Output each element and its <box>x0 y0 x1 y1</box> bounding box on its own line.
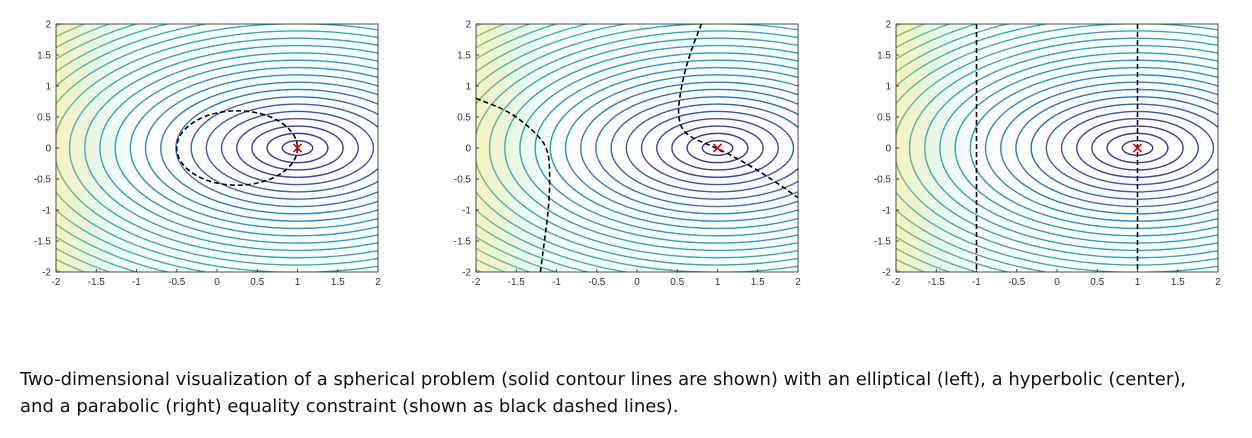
right-panel-plot: -2 -1.5 -1 -0.5 0 0.5 1 1.5 2 2 1.5 1 0.5 0 -0.5 -1 -1.5… <box>874 20 1221 289</box>
x-tick-label: -1.5 <box>508 277 526 288</box>
x-tick-label: 0 <box>1054 277 1060 288</box>
x-tick-label: 2 <box>795 277 801 288</box>
y-tick-label: 2 <box>885 20 891 31</box>
y-tick-label: -0.5 <box>34 175 52 186</box>
x-tick-label: -2 <box>52 277 61 288</box>
x-tick-label: 0.5 <box>250 277 264 288</box>
y-tick-label: -1.5 <box>874 237 892 248</box>
y-tick-label: 0 <box>465 144 471 155</box>
y-tick-label: -0.5 <box>454 175 472 186</box>
x-tick-label: -2 <box>892 277 901 288</box>
x-tick-label: 0.5 <box>670 277 684 288</box>
x-tick-label: -1.5 <box>88 277 106 288</box>
x-tick-label: -2 <box>472 277 481 288</box>
x-tick-label: 0 <box>634 277 640 288</box>
x-tick-label: -1 <box>972 277 981 288</box>
center-panel-plot: -2 -1.5 -1 -0.5 0 0.5 1 1.5 2 2 1.5 1 0.5 0 -0.5 -1 -1.5… <box>454 20 801 289</box>
corner-tint <box>476 24 798 272</box>
y-tick-label: -2 <box>882 268 891 279</box>
x-tick-label: -0.5 <box>1008 277 1026 288</box>
y-tick-label: -1 <box>42 206 51 217</box>
y-tick-label: -2 <box>462 268 471 279</box>
minimum-marker <box>292 143 303 153</box>
corner-tint <box>56 24 378 272</box>
x-tick-label: 1 <box>1135 277 1141 288</box>
corner-tint <box>896 24 1218 272</box>
y-tick-label: 0 <box>45 144 51 155</box>
x-tick-label: -1.5 <box>928 277 946 288</box>
x-tick-label: -0.5 <box>168 277 186 288</box>
constraint-hyperbola-branch <box>476 97 551 272</box>
y-tick-label: 0.5 <box>877 113 891 124</box>
minimum-marker <box>712 143 723 153</box>
y-tick-label: 0.5 <box>457 113 471 124</box>
y-tick-label: -1.5 <box>34 237 52 248</box>
y-tick-label: -1 <box>882 206 891 217</box>
constraint-hyperbola-branch <box>677 24 798 199</box>
y-tick-label: 2 <box>465 20 471 31</box>
x-tick-label: 0.5 <box>1090 277 1104 288</box>
figure-row: -2 -1.5 -1 -0.5 0 0.5 1 1.5 2 2 1.5 1 0.5 0 -0.5 -1 -1.5… <box>34 20 1221 289</box>
y-tick-label: 0.5 <box>37 113 51 124</box>
x-tick-label: 1 <box>295 277 301 288</box>
y-tick-label: 1 <box>45 82 51 93</box>
y-tick-label: 1.5 <box>877 51 891 62</box>
y-tick-label: 1 <box>465 82 471 93</box>
x-tick-label: 0 <box>214 277 220 288</box>
x-tick-label: 2 <box>1215 277 1221 288</box>
y-tick-label: 0 <box>885 144 891 155</box>
y-tick-label: 1.5 <box>37 51 51 62</box>
x-tick-label: 1.5 <box>751 277 765 288</box>
y-tick-label: 1 <box>885 82 891 93</box>
y-tick-label: -0.5 <box>874 175 892 186</box>
y-tick-label: -1.5 <box>454 237 472 248</box>
x-tick-label: 2 <box>375 277 381 288</box>
y-tick-label: -1 <box>462 206 471 217</box>
figure-caption: Two-dimensional visualization of a spher… <box>20 369 1187 417</box>
minimum-marker <box>1132 143 1143 153</box>
x-tick-label: -1 <box>132 277 141 288</box>
x-tick-label: 1.5 <box>1171 277 1185 288</box>
x-tick-label: -0.5 <box>588 277 606 288</box>
x-tick-label: 1 <box>715 277 721 288</box>
y-tick-label: 1.5 <box>457 51 471 62</box>
y-tick-label: -2 <box>42 268 51 279</box>
x-tick-label: 1.5 <box>331 277 345 288</box>
left-panel-plot: -2 -1.5 -1 -0.5 0 0.5 1 1.5 2 2 1.5 1 0.5 0 -0.5 -1 -1.5… <box>34 20 381 289</box>
y-tick-label: 2 <box>45 20 51 31</box>
x-tick-label: -1 <box>552 277 561 288</box>
constraint-group <box>476 24 798 272</box>
